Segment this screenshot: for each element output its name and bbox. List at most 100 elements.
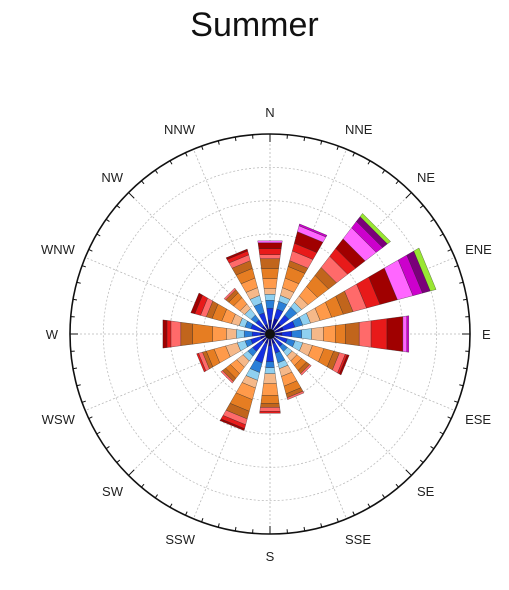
rose-segment-nw-8 <box>223 287 237 301</box>
direction-label-se: SE <box>417 484 435 499</box>
direction-label-s: S <box>266 549 275 564</box>
rose-segment-w-4 <box>226 328 237 340</box>
rose-segment-s-3 <box>264 367 276 374</box>
tick-mark <box>454 400 459 403</box>
rose-segment-s-7 <box>260 403 280 408</box>
tick-mark <box>96 233 101 237</box>
tick-mark <box>185 152 188 157</box>
tick-mark <box>81 400 86 403</box>
tick-mark <box>154 494 158 499</box>
tick-mark <box>116 459 121 463</box>
tick-mark <box>336 518 339 523</box>
rose-segment-w-5 <box>212 326 227 342</box>
tick-mark <box>462 367 468 370</box>
tick-mark <box>405 192 412 199</box>
tick-mark <box>128 192 135 199</box>
tick-mark <box>169 160 173 165</box>
rose-segment-s-5 <box>261 383 279 396</box>
rose-segment-sw-8 <box>220 370 234 384</box>
rose-segment-e-4 <box>311 326 324 342</box>
rose-segment-wnw-10 <box>190 292 203 314</box>
rose-segment-n-4 <box>263 288 277 295</box>
tick-mark <box>154 169 158 174</box>
rose-segment-e-7 <box>345 322 360 346</box>
rose-segment-e-9 <box>370 318 388 350</box>
tick-mark <box>382 494 386 499</box>
direction-label-ese: ESE <box>465 412 491 427</box>
tick-mark <box>128 469 135 476</box>
rose-segment-e-8 <box>359 320 372 348</box>
tick-mark <box>395 483 399 488</box>
rose-segment-w-10 <box>162 319 168 349</box>
tick-mark <box>320 523 323 528</box>
tick-mark <box>336 145 339 150</box>
tick-mark <box>439 233 444 237</box>
tick-mark <box>116 205 121 209</box>
tick-mark <box>169 503 173 508</box>
tick-mark <box>234 136 237 142</box>
direction-label-ene: ENE <box>465 242 492 257</box>
direction-label-nw: NW <box>101 170 123 185</box>
direction-label-w: W <box>46 327 59 342</box>
rose-segment-s-1 <box>266 345 274 362</box>
rose-segment-n-9 <box>258 248 282 255</box>
direction-label-nnw: NNW <box>164 122 196 137</box>
tick-mark <box>303 136 306 142</box>
tick-mark <box>201 518 204 523</box>
tick-mark <box>367 160 371 165</box>
rose-segment-w-2 <box>244 330 253 338</box>
tick-mark <box>352 511 355 516</box>
rose-segment-n-2 <box>265 300 275 309</box>
rose-segment-w-6 <box>192 323 213 345</box>
rose-segment-n-7 <box>259 258 281 269</box>
rose-segment-e-1 <box>281 330 292 338</box>
rose-segment-n-11 <box>257 240 283 243</box>
rose-segment-e-11 <box>402 315 407 353</box>
rose-segment-s-8 <box>259 407 281 412</box>
tick-mark <box>72 367 78 370</box>
tick-mark <box>88 416 93 419</box>
tick-mark <box>419 459 424 463</box>
tick-mark <box>185 511 188 516</box>
tick-mark <box>141 483 145 488</box>
rose-segment-s-6 <box>260 395 280 404</box>
tick-mark <box>72 298 78 301</box>
rose-segment-nne-12 <box>298 223 328 238</box>
tick-mark <box>419 205 424 209</box>
tick-mark <box>447 416 452 419</box>
rose-segment-n-1 <box>266 308 274 321</box>
rose-segment-e-2 <box>291 329 302 339</box>
tick-mark <box>201 145 204 150</box>
rose-segment-e-3 <box>301 328 312 340</box>
direction-label-sse: SSE <box>345 532 371 547</box>
tick-mark <box>405 469 412 476</box>
rose-segment-w-8 <box>170 320 181 348</box>
rose-segment-wsw-9 <box>196 353 207 373</box>
rose-segment-e-6 <box>335 323 346 345</box>
rose-segment-se-8 <box>300 364 312 376</box>
tick-mark <box>459 281 464 284</box>
direction-label-n: N <box>265 105 274 120</box>
rose-segment-e-10 <box>386 316 404 352</box>
tick-mark <box>76 384 81 387</box>
center-hub <box>265 329 275 339</box>
tick-mark <box>303 526 306 532</box>
rose-segment-e-5 <box>323 325 336 343</box>
wind-rose-bars <box>162 213 437 431</box>
rose-segment-w-1 <box>252 331 261 337</box>
direction-label-wsw: WSW <box>42 412 76 427</box>
rose-segment-s-9 <box>259 411 281 414</box>
tick-mark <box>105 446 110 450</box>
tick-mark <box>439 431 444 435</box>
tick-mark <box>454 265 459 268</box>
grid-ring <box>102 166 438 502</box>
rose-segment-w-3 <box>236 329 245 339</box>
tick-mark <box>447 249 452 252</box>
tick-mark <box>217 523 220 528</box>
direction-label-ssw: SSW <box>165 532 195 547</box>
rose-segment-n-8 <box>259 254 281 259</box>
rose-segment-sse-8 <box>286 391 305 400</box>
tick-mark <box>459 384 464 387</box>
tick-mark <box>462 298 468 301</box>
